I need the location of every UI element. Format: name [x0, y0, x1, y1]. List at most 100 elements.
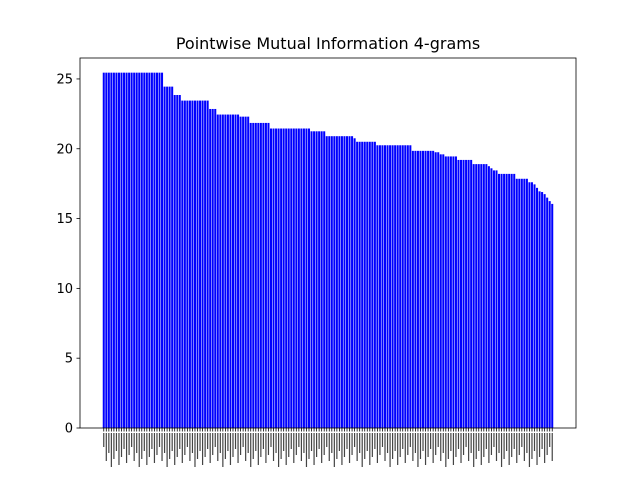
x-tick-label-mark [364, 433, 366, 459]
x-tick-label-mark [146, 433, 148, 465]
x-tick-label-mark [136, 433, 138, 453]
x-tick-label-mark [346, 433, 348, 449]
bar [110, 72, 113, 429]
bar [242, 116, 245, 428]
x-tick-label-mark [125, 433, 128, 463]
bar [500, 173, 503, 428]
bar [414, 150, 417, 428]
bar [277, 128, 280, 428]
x-tick-label-mark [366, 433, 368, 451]
bar [166, 86, 169, 428]
x-tick-label-mark [541, 433, 543, 449]
bar [376, 145, 379, 428]
bar [330, 136, 333, 429]
x-tick-label-mark [409, 433, 411, 447]
x-axis-ticks [103, 428, 553, 467]
bar [432, 150, 435, 428]
bar [419, 150, 422, 428]
x-tick-label-mark [397, 433, 399, 465]
x-tick-label-mark [270, 433, 272, 447]
bar [391, 145, 394, 428]
x-tick-label-mark [465, 433, 467, 447]
bar [340, 136, 343, 429]
x-tick-label-mark [336, 433, 338, 459]
bar [237, 114, 240, 428]
x-tick-label-mark [323, 433, 325, 455]
bar [105, 72, 108, 429]
bar [201, 100, 204, 429]
bar [186, 100, 189, 429]
x-tick-label-mark [326, 433, 328, 447]
bar [467, 159, 470, 428]
bar [244, 116, 247, 428]
x-tick-label-mark [163, 433, 166, 453]
bar [523, 178, 526, 428]
bar [480, 164, 483, 428]
x-tick-label-mark [333, 433, 335, 467]
x-tick-label-mark [141, 433, 143, 459]
bar [181, 100, 184, 429]
x-tick-label-mark [148, 433, 150, 457]
bar [551, 203, 554, 428]
bar [460, 159, 463, 428]
bar [143, 72, 146, 429]
bar [437, 152, 440, 428]
bar [120, 72, 123, 429]
x-tick-label-mark [442, 433, 444, 453]
bar [358, 141, 361, 428]
x-tick-label-mark [475, 433, 477, 459]
bar [411, 150, 414, 428]
x-tick-label-mark [204, 433, 206, 457]
y-tick-label: 15 [56, 212, 73, 227]
x-tick-label-mark [280, 433, 282, 459]
x-tick-label-mark [315, 433, 318, 457]
bar [444, 156, 447, 428]
plot-frame [79, 57, 577, 429]
x-tick-label-mark [407, 433, 409, 455]
y-tick-label: 25 [56, 72, 73, 87]
x-tick-label-mark [305, 433, 308, 467]
y-tick-label: 0 [65, 422, 73, 437]
x-tick-label-mark [201, 433, 204, 465]
x-tick-label-mark [470, 433, 472, 453]
x-tick-label-mark [293, 433, 295, 463]
x-tick-label-mark [113, 433, 115, 459]
x-tick-label-mark [186, 433, 188, 447]
bar [457, 159, 460, 428]
bar [333, 136, 336, 429]
bar [234, 114, 237, 428]
bar [356, 141, 359, 428]
bar [495, 170, 498, 428]
x-tick-label-mark [386, 433, 389, 453]
x-tick-label-mark [252, 433, 254, 459]
bar [462, 159, 465, 428]
x-tick-label-mark [379, 433, 381, 455]
x-tick-label-mark [440, 433, 442, 461]
y-tick-label: 10 [56, 282, 73, 297]
x-tick-label-mark [488, 433, 490, 463]
bar [485, 164, 488, 428]
bar [368, 141, 371, 428]
bar [470, 159, 473, 428]
x-tick-label-mark [506, 433, 508, 451]
x-tick-label-mark [245, 433, 247, 461]
bar [112, 72, 115, 429]
bar [492, 170, 495, 428]
bar [373, 141, 376, 428]
bar [386, 145, 389, 428]
x-tick-label-mark [328, 433, 330, 461]
bar [424, 150, 427, 428]
x-tick-label-mark [272, 433, 275, 461]
x-tick-label-mark [526, 433, 528, 453]
bar [254, 122, 257, 428]
x-tick-label-mark [498, 433, 500, 453]
bar [231, 114, 234, 428]
bar [310, 131, 313, 428]
bar [138, 72, 141, 429]
x-tick-label-mark [480, 433, 482, 465]
x-tick-label-mark [402, 433, 404, 449]
x-tick-label-mark [424, 433, 427, 465]
bar [209, 108, 212, 428]
bar [475, 164, 478, 428]
x-tick-label-mark [174, 433, 176, 465]
